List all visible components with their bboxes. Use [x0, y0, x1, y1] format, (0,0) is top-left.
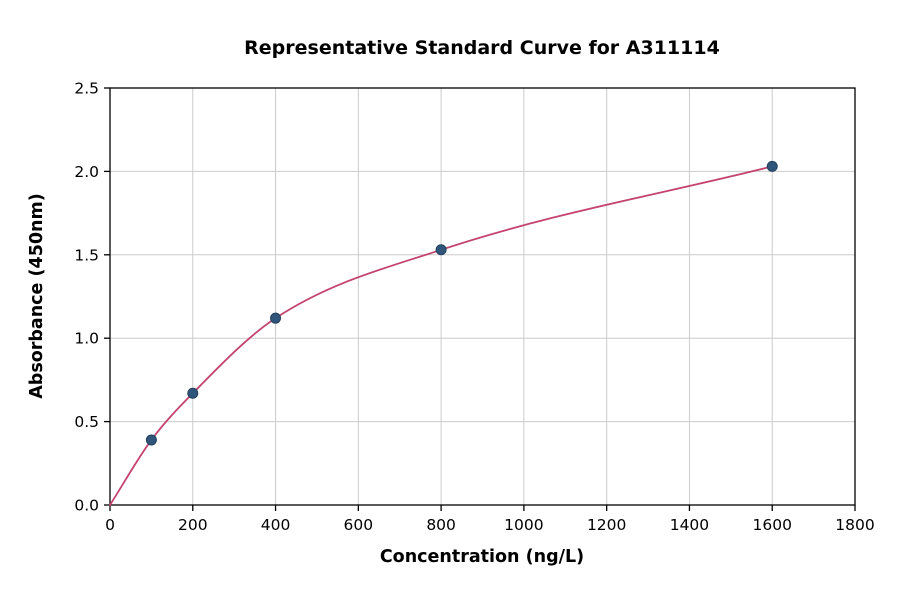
x-tick-label: 200: [178, 516, 208, 534]
y-axis-label: Absorbance (450nm): [27, 193, 47, 399]
x-tick-label: 0: [105, 516, 115, 534]
data-point: [270, 312, 282, 324]
x-tick-label: 600: [344, 516, 374, 534]
x-tick-label: 1800: [835, 516, 874, 534]
y-tick-label: 2.5: [74, 80, 99, 98]
x-tick-label: 800: [426, 516, 456, 534]
chart-title: Representative Standard Curve for A31111…: [244, 37, 720, 59]
y-tick-label: 2.0: [74, 163, 99, 181]
plot-area: 0 200 400 600 800 1000 1200 1400 1600 1800 0.0 0.5 1…: [74, 80, 874, 535]
y-tick-label: 0.5: [74, 413, 99, 431]
x-tick-label: 400: [261, 516, 291, 534]
plot-border: [109, 87, 856, 506]
x-tick-label: 1600: [752, 516, 791, 534]
data-point: [766, 160, 778, 172]
y-tick-label: 1.5: [74, 246, 99, 264]
data-point: [435, 244, 447, 256]
y-tick-label: 1.0: [74, 330, 99, 348]
data-point: [187, 387, 199, 399]
y-tick-label: 0.0: [74, 497, 99, 515]
x-axis-label: Concentration (ng/L): [380, 547, 584, 567]
x-tick-label: 1000: [504, 516, 543, 534]
data-point: [145, 434, 157, 446]
x-tick-label: 1400: [670, 516, 709, 534]
x-tick-label: 1200: [587, 516, 626, 534]
